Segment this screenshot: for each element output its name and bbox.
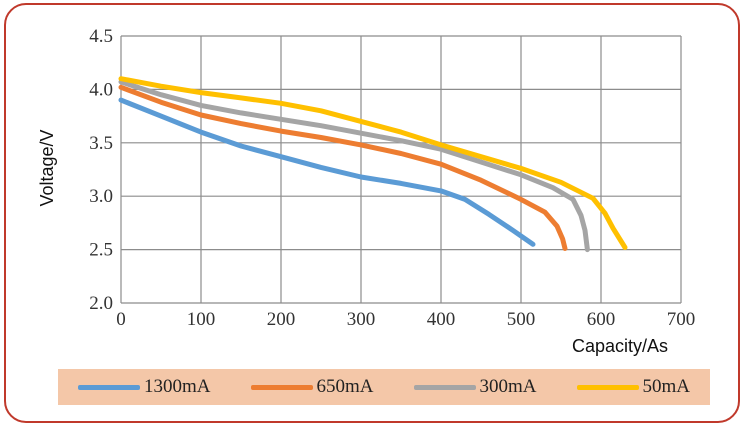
legend-swatch (250, 384, 313, 390)
x-tick-label: 100 (187, 309, 216, 330)
legend-item: 650mA (250, 376, 374, 398)
legend-swatch (576, 384, 639, 390)
x-tick-label: 600 (587, 309, 616, 330)
x-tick-label: 400 (427, 309, 456, 330)
x-tick-label: 500 (507, 309, 536, 330)
legend-item: 50mA (576, 376, 691, 398)
y-tick-label: 3.0 (89, 186, 113, 207)
legend-label: 300mA (479, 376, 537, 397)
x-axis-label: Capacity/As (572, 336, 668, 356)
legend-item: 1300mA (78, 376, 211, 398)
legend-label: 50mA (642, 376, 691, 397)
y-axis-label: Voltage/V (37, 129, 57, 206)
y-tick-label: 3.5 (89, 133, 113, 154)
series-line-300mA (118, 79, 590, 253)
x-tick-label: 300 (347, 309, 376, 330)
y-tick-label: 2.5 (89, 240, 113, 261)
x-tick-label: 700 (667, 309, 696, 330)
x-tick-label: 200 (267, 309, 296, 330)
legend-label: 650mA (316, 376, 374, 397)
legend: 1300mA 650mA 300mA 50mA (58, 369, 710, 405)
series-line-650mA (118, 84, 568, 251)
x-tick-label: 0 (116, 309, 126, 330)
y-tick-label: 2.0 (89, 293, 113, 314)
y-tick-label: 4.0 (89, 79, 113, 100)
series-line-1300mA (118, 97, 536, 247)
y-tick-label: 4.5 (89, 26, 113, 47)
legend-swatch (413, 384, 476, 390)
legend-label: 1300mA (144, 376, 211, 397)
series-line-50mA (118, 76, 628, 250)
chart-svg: 0 100 200 300 400 500 600 700 2.0 2.5 3.0 3.5 4.0 4.5… (37, 26, 696, 356)
legend-item: 300mA (413, 376, 537, 398)
legend-swatch (78, 384, 140, 390)
